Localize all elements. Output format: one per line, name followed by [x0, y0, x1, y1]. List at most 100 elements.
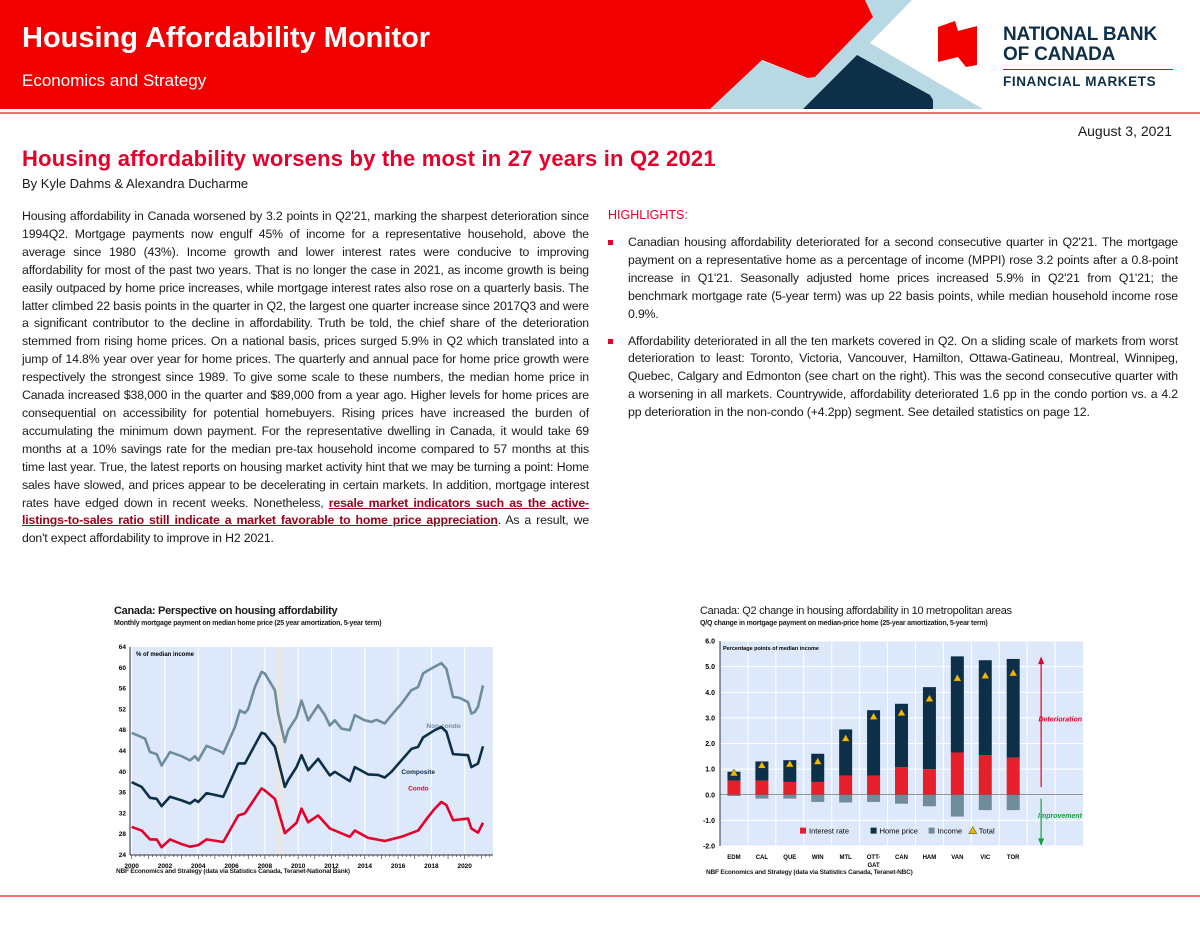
bar-interest-rate [895, 767, 908, 795]
total-marker-icon [980, 671, 990, 679]
series-label: Condo [408, 786, 429, 793]
header-banner-graphic [0, 0, 1200, 114]
logo-subtitle: FINANCIAL MARKETS [1003, 74, 1157, 89]
legend-label: Total [979, 827, 995, 836]
x-tick-label: 2016 [391, 863, 406, 870]
x-tick-label: EDM [727, 855, 740, 861]
bar-home-price [895, 703, 908, 768]
total-marker-icon [841, 733, 851, 742]
bar-interest-rate [922, 769, 936, 795]
series-line-composite [131, 725, 485, 808]
bar-interest-rate [727, 780, 741, 795]
y-tick-label: -2.0 [703, 844, 715, 851]
bar-home-price [811, 753, 825, 782]
series-label: Composite [401, 769, 435, 776]
y-tick-label: 44 [119, 748, 127, 755]
bar-interest-rate [950, 752, 964, 795]
plot-area [130, 647, 493, 855]
bar-home-price [867, 710, 881, 776]
improvement-label: Improvement [1038, 813, 1083, 820]
total-marker-icon [729, 768, 739, 777]
y-tick-label: 52 [119, 706, 127, 713]
series-line-condo [131, 787, 485, 849]
bar-income [978, 794, 992, 811]
chart1-title: Canada: Perspective on housing affordabi… [114, 605, 338, 617]
x-tick-label: HAM [923, 855, 937, 861]
bar-interest-rate [839, 775, 853, 795]
chart2-title: Canada: Q2 change in housing affordabili… [700, 605, 1012, 617]
x-tick-label: 2004 [191, 863, 206, 870]
x-tick-label: GAT [867, 863, 880, 869]
x-tick-label: TOR [1007, 855, 1020, 861]
highlights-title: HIGHLIGHTS: [608, 208, 688, 222]
y-tick-label: 28 [119, 831, 127, 838]
bar-home-price [755, 761, 769, 781]
x-tick-label: CAN [895, 855, 908, 861]
bullet-icon [608, 240, 613, 245]
bar-interest-rate [783, 781, 797, 795]
bar-income [727, 794, 741, 797]
x-tick-label: VAN [951, 855, 963, 861]
y-tick-label: 64 [119, 644, 127, 651]
total-marker-icon [757, 760, 767, 769]
bar-interest-rate [978, 755, 992, 795]
y-tick-label: 1.0 [705, 767, 715, 774]
bar-interest-rate [755, 780, 769, 795]
bar-income [783, 794, 797, 799]
x-tick-label: WIN [812, 855, 824, 861]
x-tick-label: QUE [783, 855, 796, 861]
x-tick-label: 2006 [224, 863, 239, 870]
bar-income [755, 794, 769, 799]
x-tick-label: 2010 [291, 863, 306, 870]
series-label: Non-condo [426, 723, 460, 730]
headline: Housing affordability worsens by the mos… [22, 146, 716, 171]
x-tick-label: 2002 [158, 863, 173, 870]
legend-swatch [870, 827, 877, 834]
highlight-item: Canadian housing affordability deteriora… [608, 234, 1178, 324]
chart1-source: NBF Economics and Strategy (data via Sta… [116, 868, 350, 875]
bar-income [811, 794, 825, 802]
bar-income [839, 794, 853, 803]
report-subtitle: Economics and Strategy [22, 71, 207, 90]
stacked-bar-chart: -2.0 -1.0 0.0 1.0 2.0 3.0 4.0 5.0 6.0 Percentage … [703, 639, 1083, 869]
chart2-source: NBF Economics and Strategy (data via Sta… [706, 869, 913, 876]
bar-income [895, 794, 908, 804]
bar-interest-rate [867, 775, 881, 795]
y-axis-label: % of median income [136, 652, 195, 658]
bar-income [922, 794, 936, 807]
y-tick-label: 24 [119, 852, 127, 859]
x-tick-label: OTT- [867, 855, 881, 861]
y-axis-label: Percentage points of median income [723, 646, 819, 652]
resale-indicators-link[interactable]: resale market indicators such as the act… [22, 495, 589, 528]
total-marker-icon [924, 694, 934, 702]
total-marker-icon [952, 673, 962, 682]
highlights-list: Canadian housing affordability deteriora… [608, 234, 1178, 431]
legend-label: Home price [880, 827, 918, 836]
chart2-subtitle: Q/Q change in mortgage payment on median… [700, 620, 988, 627]
footer-divider [0, 895, 1200, 897]
bar-home-price [950, 656, 964, 753]
report-header: Housing Affordability Monitor Economics … [0, 0, 1200, 116]
y-tick-label: 56 [119, 686, 127, 693]
y-tick-label: 60 [119, 665, 127, 672]
bullet-icon [608, 338, 613, 344]
logo-flag-icon [938, 21, 977, 67]
bar-income [867, 794, 881, 802]
y-tick-label: 3.0 [705, 715, 715, 722]
bar-home-price [978, 660, 992, 756]
arrow-up-icon [1038, 656, 1045, 665]
total-marker-icon [869, 712, 879, 720]
line-chart: 2000 2002 2004 2006 2008 2010 2012 2014 2016 2018… [119, 644, 493, 870]
legend-label: Income [938, 827, 963, 836]
y-tick-label: 2.0 [705, 741, 715, 748]
y-tick-label: 48 [119, 727, 127, 734]
total-marker-icon [897, 708, 906, 716]
bar-home-price [922, 687, 936, 770]
x-tick-label: VIC [980, 855, 991, 861]
x-tick-label: 2000 [124, 863, 139, 870]
y-tick-label: 0.0 [705, 792, 715, 799]
highlight-item: Affordability deteriorated in all the te… [608, 333, 1178, 423]
byline: By Kyle Dahms & Alexandra Ducharme [22, 176, 249, 191]
legend-swatch [928, 827, 935, 834]
deterioration-label: Deterioration [1038, 717, 1082, 724]
